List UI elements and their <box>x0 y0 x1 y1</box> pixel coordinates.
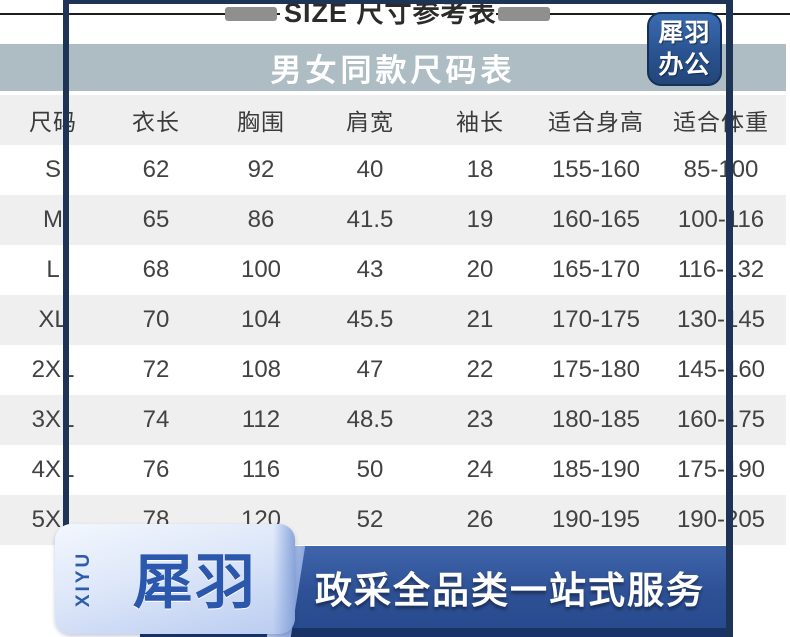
brand-logo-text: 犀羽 <box>133 548 257 616</box>
table-cell: 21 <box>424 295 536 345</box>
size-table: 尺码 衣长 胸围 肩宽 袖长 适合身高 适合体重 S 62 92 40 18 155-160 85-10… <box>0 95 786 545</box>
table-row: L 68 100 43 20 165-170 116-132 <box>0 245 786 295</box>
table-row: 5XL 78 120 52 26 190-195 190-205 <box>0 495 786 545</box>
table-cell: 20 <box>424 245 536 295</box>
table-column-header: 胸围 <box>206 95 316 145</box>
table-cell: 175-190 <box>656 445 786 495</box>
table-cell: 40 <box>316 145 424 195</box>
brand-badge: 犀羽 办公 <box>647 12 722 86</box>
table-cell: 62 <box>106 145 206 195</box>
table-header-banner-title: 男女同款尺码表 <box>270 53 516 88</box>
table-cell: 100-116 <box>656 195 786 245</box>
table-cell: 43 <box>316 245 424 295</box>
table-cell: 190-205 <box>656 495 786 545</box>
table-cell: 52 <box>316 495 424 545</box>
footer-slogan: 政采全品类一站式服务 <box>315 570 705 611</box>
table-cell: 72 <box>106 345 206 395</box>
title-dash-left-decor <box>225 7 277 21</box>
table-column-header: 适合体重 <box>656 95 786 145</box>
table-cell: 145-160 <box>656 345 786 395</box>
table-cell: S <box>0 145 106 195</box>
table-cell: XL <box>0 295 106 345</box>
table-row: S 62 92 40 18 155-160 85-100 <box>0 145 786 195</box>
table-cell: 130-145 <box>656 295 786 345</box>
table-cell: 18 <box>424 145 536 195</box>
brand-logo-vertical-text: XIYU <box>73 550 94 608</box>
size-table-body: S 62 92 40 18 155-160 85-100 M 65 86 41.5 19 160-165… <box>0 145 786 545</box>
table-cell: 160-165 <box>536 195 656 245</box>
table-cell: 104 <box>206 295 316 345</box>
table-cell: 85-100 <box>656 145 786 195</box>
table-cell: 48.5 <box>316 395 424 445</box>
table-column-header: 尺码 <box>0 95 106 145</box>
table-cell: 116 <box>206 445 316 495</box>
table-row: 3XL 74 112 48.5 23 180-185 160-175 <box>0 395 786 445</box>
table-cell: 2XL <box>0 345 106 395</box>
table-cell: 70 <box>106 295 206 345</box>
table-row: 2XL 72 108 47 22 175-180 145-160 <box>0 345 786 395</box>
table-cell: 108 <box>206 345 316 395</box>
brand-badge-line2: 办公 <box>658 51 711 79</box>
table-cell: M <box>0 195 106 245</box>
table-cell: 74 <box>106 395 206 445</box>
table-cell: 100 <box>206 245 316 295</box>
table-row: XL 70 104 45.5 21 170-175 130-145 <box>0 295 786 345</box>
frame-top-border <box>63 0 733 4</box>
page-title: SIZE 尺寸参考表 <box>280 0 496 30</box>
table-cell: L <box>0 245 106 295</box>
table-cell: 190-195 <box>536 495 656 545</box>
table-cell: 175-180 <box>536 345 656 395</box>
table-cell: 22 <box>424 345 536 395</box>
table-cell: 112 <box>206 395 316 445</box>
table-column-header: 衣长 <box>106 95 206 145</box>
table-column-header: 袖长 <box>424 95 536 145</box>
frame-right-border <box>726 0 733 637</box>
title-dash-right-decor <box>498 7 550 21</box>
table-cell: 68 <box>106 245 206 295</box>
table-cell: 76 <box>106 445 206 495</box>
table-cell: 19 <box>424 195 536 245</box>
table-cell: 47 <box>316 345 424 395</box>
table-cell: 160-175 <box>656 395 786 445</box>
table-cell: 92 <box>206 145 316 195</box>
table-cell: 45.5 <box>316 295 424 345</box>
table-cell: 180-185 <box>536 395 656 445</box>
frame-left-border <box>63 0 69 546</box>
table-cell: 23 <box>424 395 536 445</box>
table-header-row: 尺码 衣长 胸围 肩宽 袖长 适合身高 适合体重 <box>0 95 786 145</box>
table-column-header: 肩宽 <box>316 95 424 145</box>
table-cell: 165-170 <box>536 245 656 295</box>
table-cell: 170-175 <box>536 295 656 345</box>
table-cell: 50 <box>316 445 424 495</box>
table-row: M 65 86 41.5 19 160-165 100-116 <box>0 195 786 245</box>
table-cell: 3XL <box>0 395 106 445</box>
table-cell: 41.5 <box>316 195 424 245</box>
table-cell: 185-190 <box>536 445 656 495</box>
table-cell: 65 <box>106 195 206 245</box>
table-cell: 26 <box>424 495 536 545</box>
table-cell: 4XL <box>0 445 106 495</box>
table-cell: 24 <box>424 445 536 495</box>
brand-logo-ribbon: XIYU 犀羽 <box>55 524 295 634</box>
table-cell: 86 <box>206 195 316 245</box>
table-row: 4XL 76 116 50 24 185-190 175-190 <box>0 445 786 495</box>
table-column-header: 适合身高 <box>536 95 656 145</box>
brand-badge-line1: 犀羽 <box>658 19 711 47</box>
table-cell: 116-132 <box>656 245 786 295</box>
table-cell: 155-160 <box>536 145 656 195</box>
